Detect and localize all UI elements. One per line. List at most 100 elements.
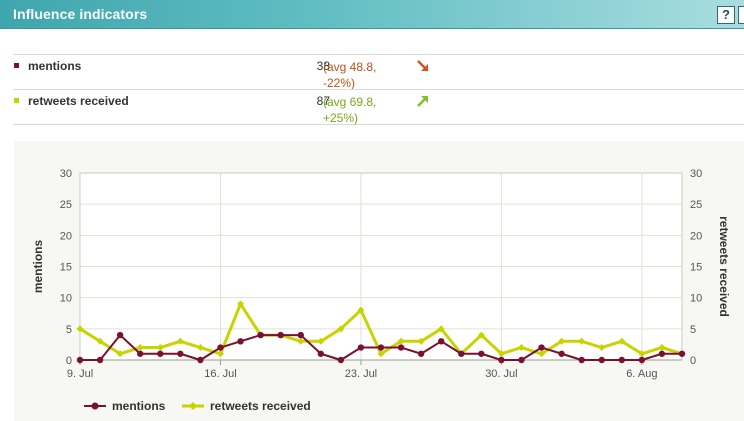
y-tick-label-right: 25 — [690, 199, 702, 211]
data-point-retweets — [196, 344, 204, 352]
y-tick-label-left: 25 — [60, 199, 72, 211]
trend-up-arrow-icon — [417, 96, 428, 107]
legend-label-mentions: mentions — [112, 399, 166, 413]
data-point-mentions — [598, 356, 605, 364]
x-tick-label: 30. Jul — [485, 368, 517, 380]
data-point-retweets — [176, 337, 184, 345]
y-tick-label-right: 15 — [690, 262, 702, 274]
chart-panel: 0 0 5 5 10 10 15 15 20 20 25 25 30 30 9. Jul 16. Jul 23.… — [14, 141, 744, 421]
data-point-mentions — [157, 350, 164, 357]
y-axis-title-left: mentions — [31, 240, 45, 294]
legend-label-retweets: retweets received — [210, 399, 311, 413]
legend-marker-retweets — [189, 402, 197, 410]
data-point-retweets — [638, 350, 646, 358]
data-point-mentions — [377, 344, 385, 351]
data-point-retweets — [216, 350, 224, 358]
data-point-mentions — [618, 356, 625, 364]
x-tick-label: 6. Aug — [626, 368, 657, 380]
y-tick-label-left: 5 — [66, 324, 72, 336]
y-tick-label-right: 5 — [690, 324, 696, 336]
indicator-average: (avg 48.8, -22%) — [323, 60, 377, 90]
data-point-retweets — [658, 344, 666, 352]
data-point-retweets — [417, 337, 425, 345]
data-point-mentions — [518, 356, 525, 364]
indicator-count: 38 — [316, 59, 330, 73]
widget-header: Influence indicators ? — [0, 0, 744, 29]
x-tick-label: 16. Jul — [204, 368, 236, 380]
indicator-label: retweets received — [28, 94, 129, 108]
data-point-mentions — [217, 344, 224, 351]
trend-down-arrow-icon — [417, 60, 428, 71]
data-point-mentions — [317, 350, 324, 357]
legend-square-icon — [14, 98, 19, 103]
data-point-mentions — [277, 331, 284, 339]
data-point-mentions — [76, 356, 84, 364]
data-point-retweets — [558, 337, 566, 345]
influence-line-chart: 0 0 5 5 10 10 15 15 20 20 25 25 30 30 9. Jul 16. Jul 23.… — [31, 168, 731, 413]
x-tick-label: 23. Jul — [345, 368, 377, 380]
data-point-mentions — [678, 350, 686, 357]
y-tick-label-right: 30 — [690, 168, 702, 180]
data-point-retweets — [136, 344, 144, 352]
y-tick-label-left: 10 — [60, 293, 72, 305]
data-point-mentions — [438, 338, 445, 345]
x-tick-label: 9. Jul — [67, 368, 93, 380]
data-point-mentions — [417, 350, 425, 357]
data-point-retweets — [317, 337, 325, 345]
data-point-retweets — [96, 337, 104, 345]
indicator-row-mentions: mentions 38 (avg 48.8, -22%) — [13, 54, 744, 90]
data-point-retweets — [578, 337, 586, 345]
data-point-mentions — [478, 350, 485, 357]
y-axis-title-right: retweets received — [717, 216, 731, 317]
data-point-retweets — [116, 350, 124, 358]
data-point-retweets — [156, 344, 164, 352]
data-point-mentions — [96, 356, 104, 364]
data-point-retweets — [337, 325, 345, 333]
data-point-retweets — [497, 350, 505, 358]
data-point-mentions — [397, 344, 405, 351]
y-tick-label-right: 0 — [690, 355, 696, 367]
data-point-retweets — [237, 300, 245, 308]
legend-square-icon — [14, 63, 19, 68]
data-point-mentions — [197, 356, 204, 364]
y-tick-label-right: 10 — [690, 293, 702, 305]
data-point-retweets — [377, 350, 385, 358]
data-point-mentions — [116, 331, 124, 339]
data-point-retweets — [477, 331, 485, 339]
data-point-mentions — [558, 350, 565, 357]
data-point-retweets — [357, 306, 365, 314]
data-point-retweets — [538, 350, 546, 358]
data-point-retweets — [618, 337, 626, 345]
data-point-mentions — [337, 356, 345, 364]
data-point-mentions — [498, 356, 505, 364]
indicator-count: 87 — [316, 94, 330, 108]
widget-title: Influence indicators — [13, 6, 148, 22]
indicator-average: (avg 69.8, +25%) — [323, 95, 377, 125]
legend-marker-mentions — [91, 402, 99, 410]
data-point-retweets — [397, 337, 405, 345]
y-tick-label-left: 20 — [60, 230, 72, 242]
help-button[interactable]: ? — [717, 6, 735, 24]
data-point-mentions — [658, 350, 666, 357]
data-point-mentions — [237, 338, 244, 345]
data-point-mentions — [137, 350, 144, 357]
data-point-mentions — [357, 344, 365, 351]
chart-legend: mentions retweets received — [84, 399, 311, 413]
y-tick-label-left: 30 — [60, 168, 72, 180]
y-tick-label-left: 15 — [60, 262, 72, 274]
indicator-label: mentions — [28, 59, 82, 73]
data-point-retweets — [437, 325, 445, 333]
y-tick-label-left: 0 — [66, 355, 72, 367]
data-point-retweets — [598, 344, 606, 352]
indicator-row-retweets: retweets received 87 (avg 69.8, +25%) — [13, 89, 744, 125]
data-point-mentions — [257, 331, 264, 339]
close-button[interactable] — [738, 6, 744, 24]
data-point-mentions — [538, 344, 545, 351]
data-point-retweets — [76, 325, 84, 333]
data-point-mentions — [297, 331, 304, 339]
data-point-mentions — [177, 350, 184, 357]
data-point-mentions — [638, 356, 646, 364]
data-point-mentions — [458, 350, 465, 357]
data-point-mentions — [578, 356, 585, 364]
data-point-retweets — [517, 344, 525, 352]
